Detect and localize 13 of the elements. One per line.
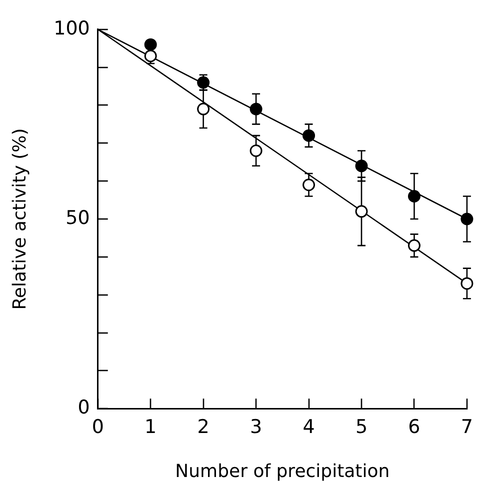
x-tick-label: 4 [302, 416, 315, 438]
y-tick-label: 100 [54, 17, 90, 40]
y-tick-label: 50 [66, 206, 90, 229]
x-tick-label: 0 [92, 416, 104, 438]
y-axis-title: Relative activity (%) [9, 128, 30, 310]
x-tick-label: 1 [144, 416, 157, 438]
x-tick-label: 6 [408, 416, 420, 438]
x-axis-title: Number of precipitation [175, 460, 390, 482]
x-tick-label: 2 [197, 416, 210, 438]
x-tick-label: 5 [355, 416, 368, 438]
x-tick-label: 7 [460, 416, 474, 438]
x-tick-label: 3 [250, 416, 262, 438]
y-tick-label: 0 [78, 396, 90, 419]
